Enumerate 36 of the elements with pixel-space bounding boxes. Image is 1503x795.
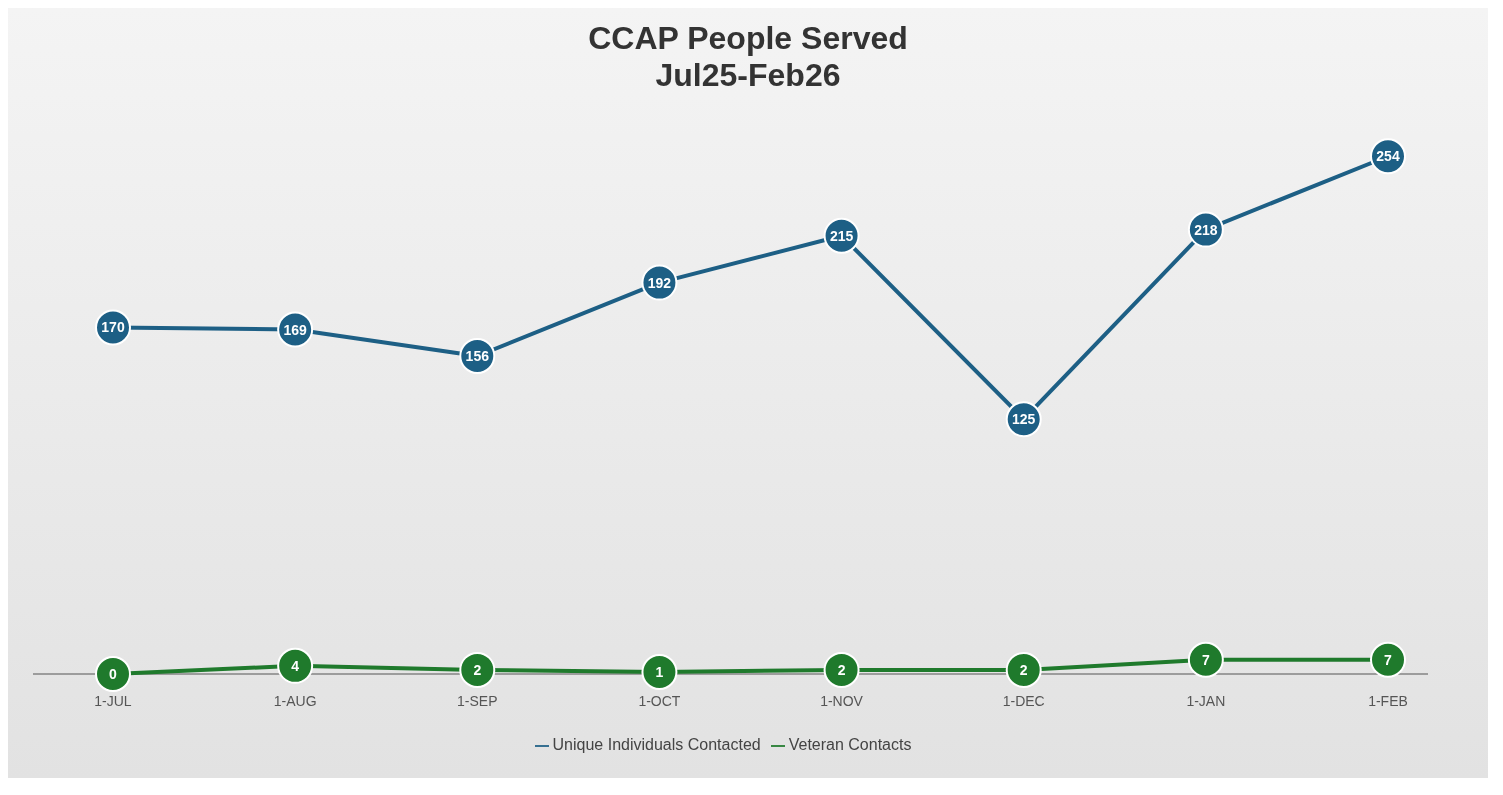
x-tick-label: 1-JAN bbox=[1186, 692, 1226, 709]
data-label: 7 bbox=[1384, 651, 1393, 668]
data-label: 125 bbox=[1012, 411, 1036, 428]
data-label: 7 bbox=[1201, 651, 1210, 668]
x-tick-label: 1-OCT bbox=[638, 692, 681, 709]
legend-label: Veteran Contacts bbox=[788, 736, 912, 753]
point bbox=[95, 656, 131, 692]
data-label: 4 bbox=[291, 657, 300, 674]
data-label: 169 bbox=[283, 321, 308, 338]
x-tick-label: 1-NOV bbox=[820, 692, 864, 709]
x-tick-label: 1-FEB bbox=[1368, 692, 1408, 709]
x-tick-label: 1-SEP bbox=[457, 692, 498, 709]
chart-subtitle: Jul25-Feb26 bbox=[654, 57, 842, 94]
point bbox=[641, 653, 678, 690]
data-label: 2 bbox=[1019, 661, 1028, 678]
data-label: 156 bbox=[465, 348, 490, 364]
point bbox=[1187, 641, 1224, 678]
data-label: 170 bbox=[101, 319, 125, 336]
data-label: 218 bbox=[1194, 221, 1218, 238]
point bbox=[277, 647, 314, 684]
x-tick-label: 1-AUG bbox=[273, 692, 317, 709]
data-label: 2 bbox=[837, 661, 846, 678]
chart-title: CCAP People Served bbox=[587, 20, 909, 57]
data-label: 1 bbox=[655, 663, 664, 680]
point bbox=[1005, 651, 1042, 688]
data-label: 0 bbox=[109, 666, 118, 682]
point bbox=[823, 651, 860, 688]
x-tick-label: 1-DEC bbox=[1002, 692, 1045, 709]
data-label: 254 bbox=[1376, 148, 1400, 165]
data-label: 2 bbox=[473, 661, 482, 678]
legend-label: Unique Individuals Contacted bbox=[552, 736, 761, 753]
data-label: 215 bbox=[829, 227, 854, 244]
data-label: 192 bbox=[647, 274, 672, 291]
x-tick-label: 1-JUL bbox=[94, 692, 132, 709]
point bbox=[1370, 641, 1406, 678]
point bbox=[459, 651, 496, 688]
